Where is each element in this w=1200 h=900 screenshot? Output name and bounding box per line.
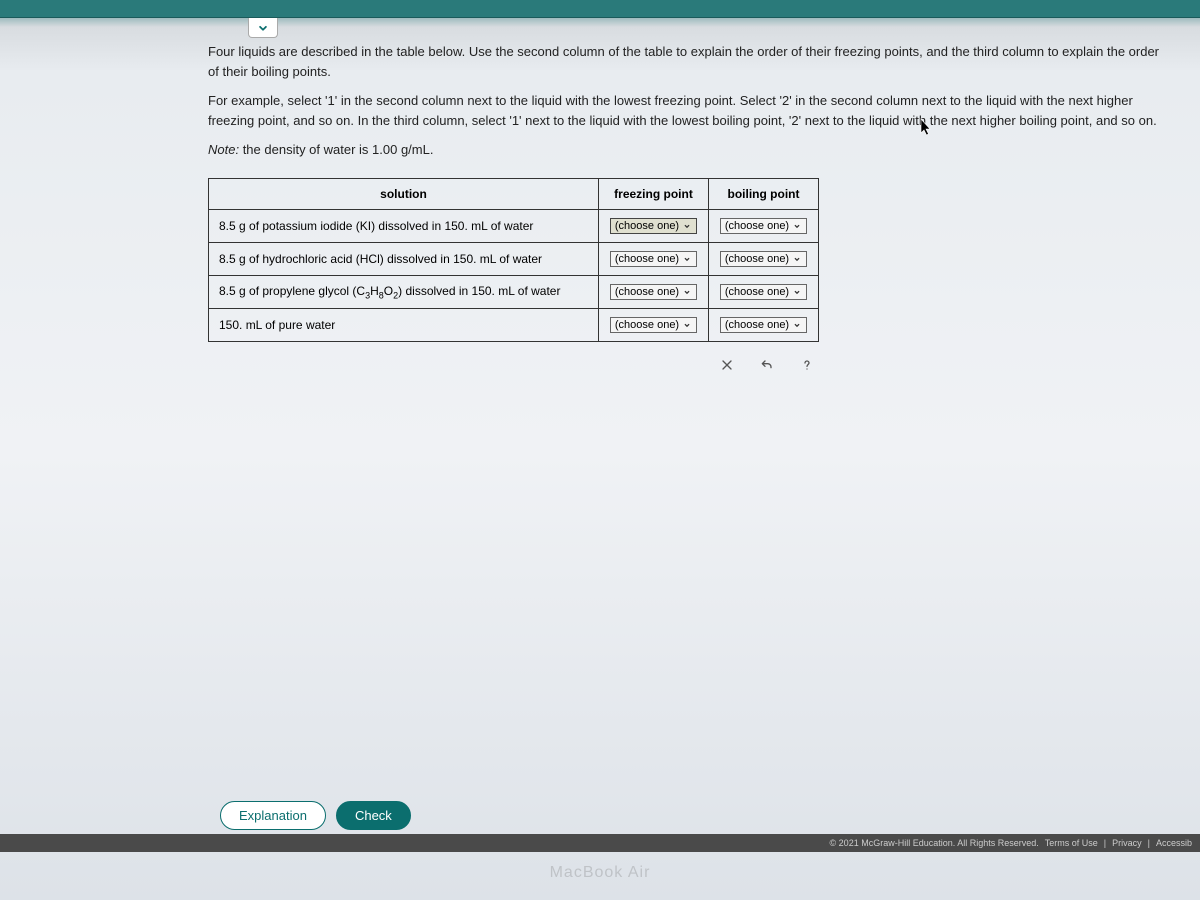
table-row: 8.5 g of propylene glycol (C3H8O2) disso… <box>209 275 819 308</box>
x-icon <box>719 357 735 373</box>
bottom-button-bar: Explanation Check <box>200 801 1200 838</box>
solution-cell: 8.5 g of potassium iodide (KI) dissolved… <box>209 209 599 242</box>
action-icons-row <box>208 354 828 376</box>
select-label: (choose one) <box>615 253 679 265</box>
solution-cell: 150. mL of pure water <box>209 308 599 341</box>
question-icon <box>799 357 815 373</box>
select-label: (choose one) <box>725 253 789 265</box>
select-label: (choose one) <box>725 319 789 331</box>
top-teal-bar <box>0 0 1200 18</box>
freezing-point-select[interactable]: (choose one) <box>610 317 697 333</box>
instruction-paragraph-1: Four liquids are described in the table … <box>208 42 1172 81</box>
note-text: the density of water is 1.00 g/mL. <box>239 142 433 157</box>
table-row: 150. mL of pure water (choose one) (choose… <box>209 308 819 341</box>
select-label: (choose one) <box>725 220 789 232</box>
boiling-point-select[interactable]: (choose one) <box>720 284 807 300</box>
header-solution: solution <box>209 178 599 209</box>
freezing-point-select[interactable]: (choose one) <box>610 218 697 234</box>
help-button[interactable] <box>796 354 818 376</box>
chevron-down-icon <box>682 221 692 231</box>
device-label: MacBook Air <box>550 864 651 882</box>
accessibility-link[interactable]: Accessib <box>1156 838 1192 848</box>
chevron-down-icon <box>792 320 802 330</box>
check-button[interactable]: Check <box>336 801 411 830</box>
freezing-point-cell: (choose one) <box>599 275 709 308</box>
freezing-point-cell: (choose one) <box>599 308 709 341</box>
note-prefix: Note: <box>208 142 239 157</box>
solution-cell: 8.5 g of hydrochloric acid (HCl) dissolv… <box>209 242 599 275</box>
freezing-point-select[interactable]: (choose one) <box>610 251 697 267</box>
clear-button[interactable] <box>716 354 738 376</box>
boiling-point-select[interactable]: (choose one) <box>720 218 807 234</box>
boiling-point-cell: (choose one) <box>709 275 819 308</box>
collapse-tab[interactable] <box>248 18 278 38</box>
boiling-point-select[interactable]: (choose one) <box>720 251 807 267</box>
solutions-table-wrap: solution freezing point boiling point 8.… <box>208 178 1172 376</box>
select-label: (choose one) <box>615 319 679 331</box>
select-label: (choose one) <box>615 286 679 298</box>
chevron-down-icon <box>682 254 692 264</box>
header-freezing-point: freezing point <box>599 178 709 209</box>
solutions-table: solution freezing point boiling point 8.… <box>208 178 819 342</box>
question-content: Four liquids are described in the table … <box>200 42 1180 820</box>
chevron-down-icon <box>256 21 270 35</box>
note-line: Note: the density of water is 1.00 g/mL. <box>208 140 1172 160</box>
privacy-link[interactable]: Privacy <box>1112 838 1142 848</box>
solution-cell: 8.5 g of propylene glycol (C3H8O2) disso… <box>209 275 599 308</box>
boiling-point-cell: (choose one) <box>709 308 819 341</box>
reset-button[interactable] <box>756 354 778 376</box>
chevron-down-icon <box>682 320 692 330</box>
boiling-point-select[interactable]: (choose one) <box>720 317 807 333</box>
select-label: (choose one) <box>725 286 789 298</box>
instruction-paragraph-2: For example, select '1' in the second co… <box>208 91 1172 130</box>
chevron-down-icon <box>792 221 802 231</box>
select-label: (choose one) <box>615 220 679 232</box>
table-row: 8.5 g of potassium iodide (KI) dissolved… <box>209 209 819 242</box>
instructions-block: Four liquids are described in the table … <box>208 42 1172 160</box>
chevron-down-icon <box>792 287 802 297</box>
boiling-point-cell: (choose one) <box>709 242 819 275</box>
footer-strip: © 2021 McGraw-Hill Education. All Rights… <box>0 834 1200 852</box>
copyright-text: © 2021 McGraw-Hill Education. All Rights… <box>830 838 1039 848</box>
header-boiling-point: boiling point <box>709 178 819 209</box>
chevron-down-icon <box>682 287 692 297</box>
chevron-down-icon <box>792 254 802 264</box>
table-header-row: solution freezing point boiling point <box>209 178 819 209</box>
freezing-point-cell: (choose one) <box>599 242 709 275</box>
undo-icon <box>759 357 775 373</box>
boiling-point-cell: (choose one) <box>709 209 819 242</box>
table-row: 8.5 g of hydrochloric acid (HCl) dissolv… <box>209 242 819 275</box>
terms-link[interactable]: Terms of Use <box>1045 838 1098 848</box>
freezing-point-select[interactable]: (choose one) <box>610 284 697 300</box>
explanation-button[interactable]: Explanation <box>220 801 326 830</box>
freezing-point-cell: (choose one) <box>599 209 709 242</box>
mouse-cursor-icon <box>920 118 934 138</box>
